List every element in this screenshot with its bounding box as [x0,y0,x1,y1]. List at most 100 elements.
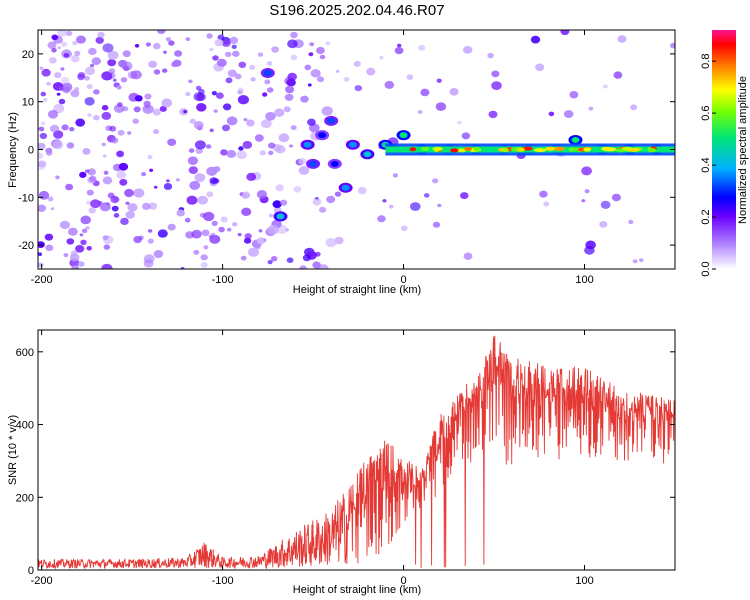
ridge-point [363,151,372,158]
spectral-blob [599,221,608,228]
spectral-blob [133,236,142,244]
spectral-blob [62,86,71,94]
spectral-blob [86,200,91,205]
spectral-blob [118,59,128,68]
spectral-blob [40,121,46,126]
spectral-blob [270,256,278,262]
spectral-blob [127,131,132,135]
spectral-blob [217,34,225,41]
spectral-blob [382,199,387,203]
spectral-blob [38,126,45,132]
spectral-blob [76,35,86,44]
spectral-blob [316,76,325,83]
spectral-blob [226,149,237,158]
spectral-blob [53,130,64,139]
spectral-blob [63,53,70,58]
spectral-blob [78,261,85,267]
ridge-hotspot [545,146,556,151]
spectral-blob [38,262,44,268]
spectral-blob [107,50,119,60]
spectral-blob [241,207,252,216]
ridge-hotspot [409,147,417,152]
spectral-blob [85,226,90,230]
spectral-blob [201,229,210,237]
x-tick-label: -200 [31,575,53,587]
spectral-blob [437,203,442,208]
spectral-blob [91,57,102,65]
spectral-blob [287,39,298,49]
spectral-blob [38,252,42,256]
spectral-blob [162,68,168,73]
ridge-hotspot [615,148,625,153]
spectral-blob [258,229,263,233]
spectral-blob [171,61,178,68]
spectral-blob [198,88,205,95]
spectral-blob [191,229,202,239]
spectral-blob [267,224,279,235]
spectral-blob [238,146,244,151]
spectral-blob [366,67,376,76]
y-tick-label: -20 [18,240,34,252]
spectral-blob [93,114,100,121]
spectral-blob [111,205,119,212]
spectral-blob [90,63,95,68]
ridge-hotspot [510,147,518,152]
spectral-blob [394,47,404,55]
spectral-blob [95,36,104,44]
spectral-blob [120,217,129,225]
spectral-blob [188,148,195,153]
spectral-blob [86,84,93,90]
spectral-blob [153,250,164,258]
spectral-blob [200,254,208,261]
spectral-blob [168,40,175,46]
colorbar-gradient [712,30,736,269]
spectral-blob [290,125,297,131]
spectral-blob [449,88,459,96]
spectral-blob [268,150,274,156]
spectral-blob [63,253,69,258]
spectral-blob [49,124,60,133]
spectral-blob [50,207,55,211]
spectral-blob [110,195,119,204]
spectral-blob [569,91,579,99]
spectral-blob [39,66,44,70]
spectral-blob [45,244,54,252]
spectral-blob [238,87,244,93]
spectral-blob [205,144,212,149]
spectral-blob [116,85,122,90]
spectral-blob [316,46,325,55]
spectral-blob [111,137,119,144]
spectral-blob [48,57,57,64]
spectral-blob [66,142,75,149]
spectral-blob [243,237,252,244]
spectral-blob [80,215,91,225]
spectral-blob [134,95,143,102]
ridge-point [303,141,312,148]
spectral-blob [312,198,322,206]
spectral-blob [59,86,64,91]
spectral-blob [185,37,191,41]
spectral-blob [209,177,218,185]
spectral-blob [133,106,141,113]
spectral-blob [278,133,290,143]
spectral-blob [600,200,611,209]
ridge-hotspot [628,147,640,152]
spectral-blob [299,265,307,269]
spectral-blob [307,118,316,126]
spectral-blob [220,216,228,223]
spectral-blob [241,191,251,199]
spectral-blob [148,60,158,68]
spectral-blob [231,44,237,49]
spectral-blob [325,237,337,248]
y-tick-label: 200 [16,492,34,504]
ridge-hotspot [457,148,467,153]
spectral-blob [325,41,331,46]
spectral-blob [213,109,218,113]
spectral-blob [102,43,114,53]
spectral-blob [57,46,61,50]
spectral-blob [147,229,153,233]
spectral-blob [141,172,147,177]
spectral-blob [57,30,67,37]
spectral-blob [266,87,274,93]
spectral-blob [539,190,548,198]
